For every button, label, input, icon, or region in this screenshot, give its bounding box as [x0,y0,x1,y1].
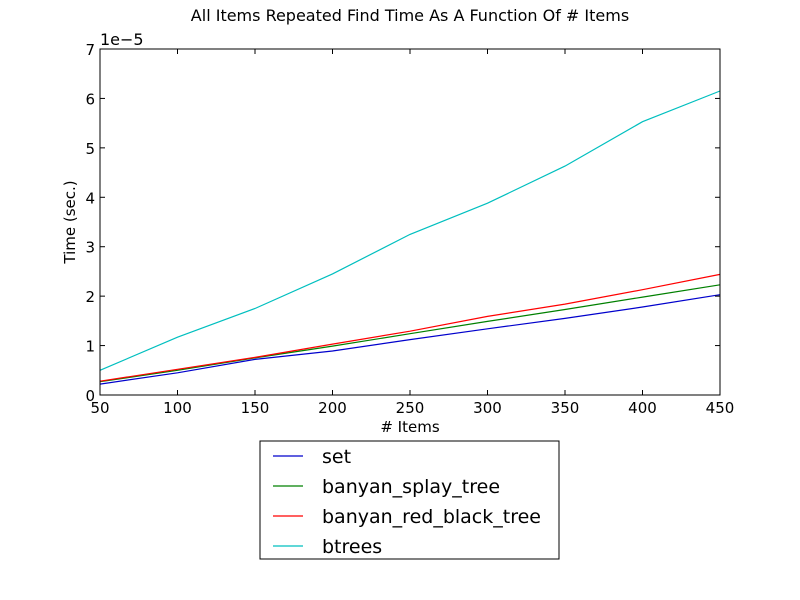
legend-label-2: banyan_red_black_tree [322,506,541,528]
series-layer [99,90,721,385]
y-tick-label: 1 [85,338,95,356]
x-axis-label: # Items [380,418,439,436]
legend-label-3: btrees [322,536,382,558]
y-axis-label: Time (sec.) [61,180,79,264]
series-line-3 [99,90,721,371]
legend-label-1: banyan_splay_tree [322,476,500,498]
x-tick-label: 200 [318,399,347,417]
x-tick-label: 250 [396,399,425,417]
x-tick-label: 300 [473,399,502,417]
y-tick-label: 3 [85,239,95,257]
chart-title: All Items Repeated Find Time As A Functi… [190,6,630,25]
y-tick-label: 2 [85,288,95,306]
legend-label-0: set [322,446,351,468]
ticks-layer: 50 100 150 200 250 300 350 400 450 0 1 2 3 4 5 6 7 [85,41,734,417]
y-tick-label: 5 [85,140,95,158]
legend: set banyan_splay_tree banyan_red_black_tre… [259,440,560,560]
y-tick-label: 6 [85,90,95,108]
x-tick-label: 350 [551,399,580,417]
x-tick-label: 50 [90,399,109,417]
x-tick-label: 400 [628,399,657,417]
x-tick-label: 450 [706,399,735,417]
plot-frame [99,48,721,396]
legend-frame [259,440,560,560]
series-line-0 [99,294,721,385]
y-tick-label: 0 [85,387,95,405]
series-line-1 [99,284,721,383]
y-scale-label: 1e−5 [100,30,144,49]
x-tick-label: 100 [163,399,192,417]
y-tick-label: 7 [85,41,95,59]
series-line-2 [99,273,721,382]
x-tick-label: 150 [241,399,270,417]
y-tick-label: 4 [85,189,95,207]
